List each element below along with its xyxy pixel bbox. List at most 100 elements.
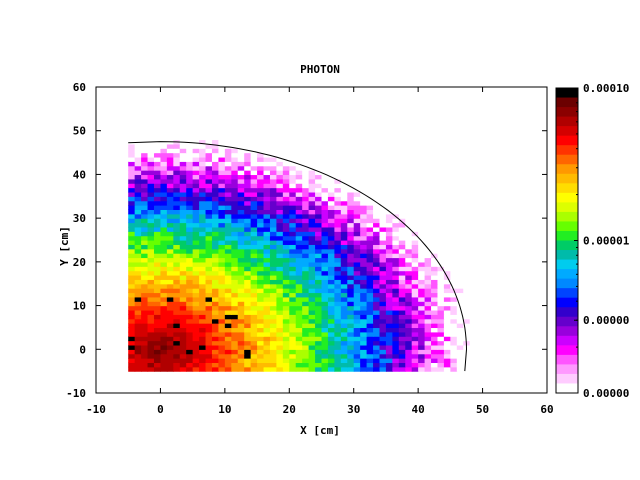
heatmap-cell (179, 187, 187, 193)
heatmap-cell (508, 113, 516, 119)
heatmap-cell (501, 213, 509, 219)
heatmap-cell (315, 187, 323, 193)
heatmap-cell (495, 353, 503, 359)
heatmap-cell (476, 161, 484, 167)
heatmap-cell (405, 309, 413, 315)
heatmap-cell (495, 266, 503, 272)
heatmap-cell (179, 331, 187, 337)
heatmap-cell (334, 148, 342, 154)
heatmap-cell (456, 349, 464, 355)
heatmap-cell (276, 266, 284, 272)
heatmap-cell (282, 283, 290, 289)
heatmap-cell (334, 108, 342, 114)
heatmap-cell (308, 305, 316, 311)
heatmap-cell (179, 130, 187, 136)
heatmap-cell (237, 336, 245, 342)
heatmap-cell (482, 191, 490, 197)
heatmap-cell (237, 314, 245, 320)
heatmap-cell (257, 318, 265, 324)
colorbar-swatch (556, 97, 578, 108)
heatmap-cell (353, 301, 361, 307)
heatmap-cell (334, 240, 342, 245)
heatmap-cell (353, 309, 361, 315)
heatmap-cell (295, 253, 303, 259)
heatmap-cell (269, 191, 277, 197)
heatmap-cell (373, 196, 381, 202)
heatmap-cell (360, 358, 368, 363)
heatmap-cell (443, 323, 451, 329)
heatmap-cell (482, 117, 490, 123)
heatmap-cell (469, 156, 477, 162)
heatmap-cell (166, 108, 174, 114)
heatmap-cell (411, 318, 419, 324)
heatmap-cell (392, 349, 400, 355)
heatmap-cell (411, 226, 419, 232)
heatmap-cell (405, 274, 413, 280)
heatmap-cell (173, 126, 181, 132)
heatmap-cell (186, 209, 194, 215)
heatmap-cell (166, 178, 174, 184)
heatmap-cell (463, 366, 471, 372)
heatmap-cell (166, 353, 174, 359)
heatmap-cell (295, 349, 303, 355)
heatmap-cell (411, 244, 419, 250)
heatmap-cell (443, 235, 451, 241)
heatmap-cell (340, 270, 348, 276)
heatmap-cell (424, 340, 432, 346)
heatmap-cell (327, 130, 335, 136)
x-axis-ticks: -10 0 10 20 30 40 50 60 (86, 87, 554, 416)
heatmap-cell (141, 200, 149, 206)
heatmap-cell (153, 113, 162, 119)
heatmap-cell (366, 296, 374, 302)
heatmap-cell (250, 358, 258, 363)
heatmap-cell (392, 244, 400, 250)
heatmap-cell (160, 323, 168, 329)
heatmap-cell (334, 301, 342, 307)
heatmap-cell (237, 323, 245, 329)
heatmap-cell (456, 318, 464, 324)
heatmap-cell (141, 283, 149, 289)
heatmap-cell (302, 288, 310, 294)
heatmap-cell (501, 121, 509, 127)
heatmap-cell (308, 139, 316, 145)
heatmap-cell (508, 135, 516, 141)
heatmap-cell (173, 274, 181, 280)
heatmap-cell (244, 170, 252, 176)
heatmap-cell (237, 170, 245, 176)
heatmap-cell (443, 209, 451, 215)
heatmap-cell (308, 270, 316, 276)
heatmap-cell (269, 344, 277, 350)
heatmap-cell (295, 156, 303, 162)
heatmap-cell (218, 139, 226, 145)
heatmap-cell (141, 205, 149, 210)
heatmap-cell (134, 231, 142, 237)
heatmap-cell (160, 301, 168, 307)
heatmap-cell (501, 178, 509, 184)
heatmap-cell (244, 257, 252, 263)
heatmap-cell (179, 235, 187, 241)
heatmap-cell (385, 196, 393, 202)
heatmap-cell (424, 314, 432, 320)
heatmap-cell (327, 266, 335, 272)
heatmap-cell (250, 205, 258, 210)
heatmap-cell (269, 266, 277, 272)
heatmap-cell (269, 323, 277, 329)
heatmap-cell (379, 213, 387, 219)
heatmap-cell (186, 296, 194, 302)
heatmap-cell (327, 253, 335, 259)
heatmap-cell (289, 152, 297, 158)
heatmap-cell (263, 240, 271, 245)
heatmap-cell (469, 117, 477, 123)
heatmap-cell (250, 139, 258, 145)
heatmap-cell (173, 270, 181, 276)
heatmap-cell (199, 244, 207, 250)
heatmap-cell (379, 344, 387, 350)
heatmap-cell (385, 353, 393, 359)
heatmap-cell (237, 183, 245, 189)
heatmap-cell (489, 108, 497, 114)
heatmap-cell (295, 266, 303, 272)
heatmap-cell (469, 349, 477, 355)
heatmap-cell (302, 362, 310, 368)
heatmap-cell (153, 366, 162, 372)
heatmap-cell (257, 139, 265, 145)
